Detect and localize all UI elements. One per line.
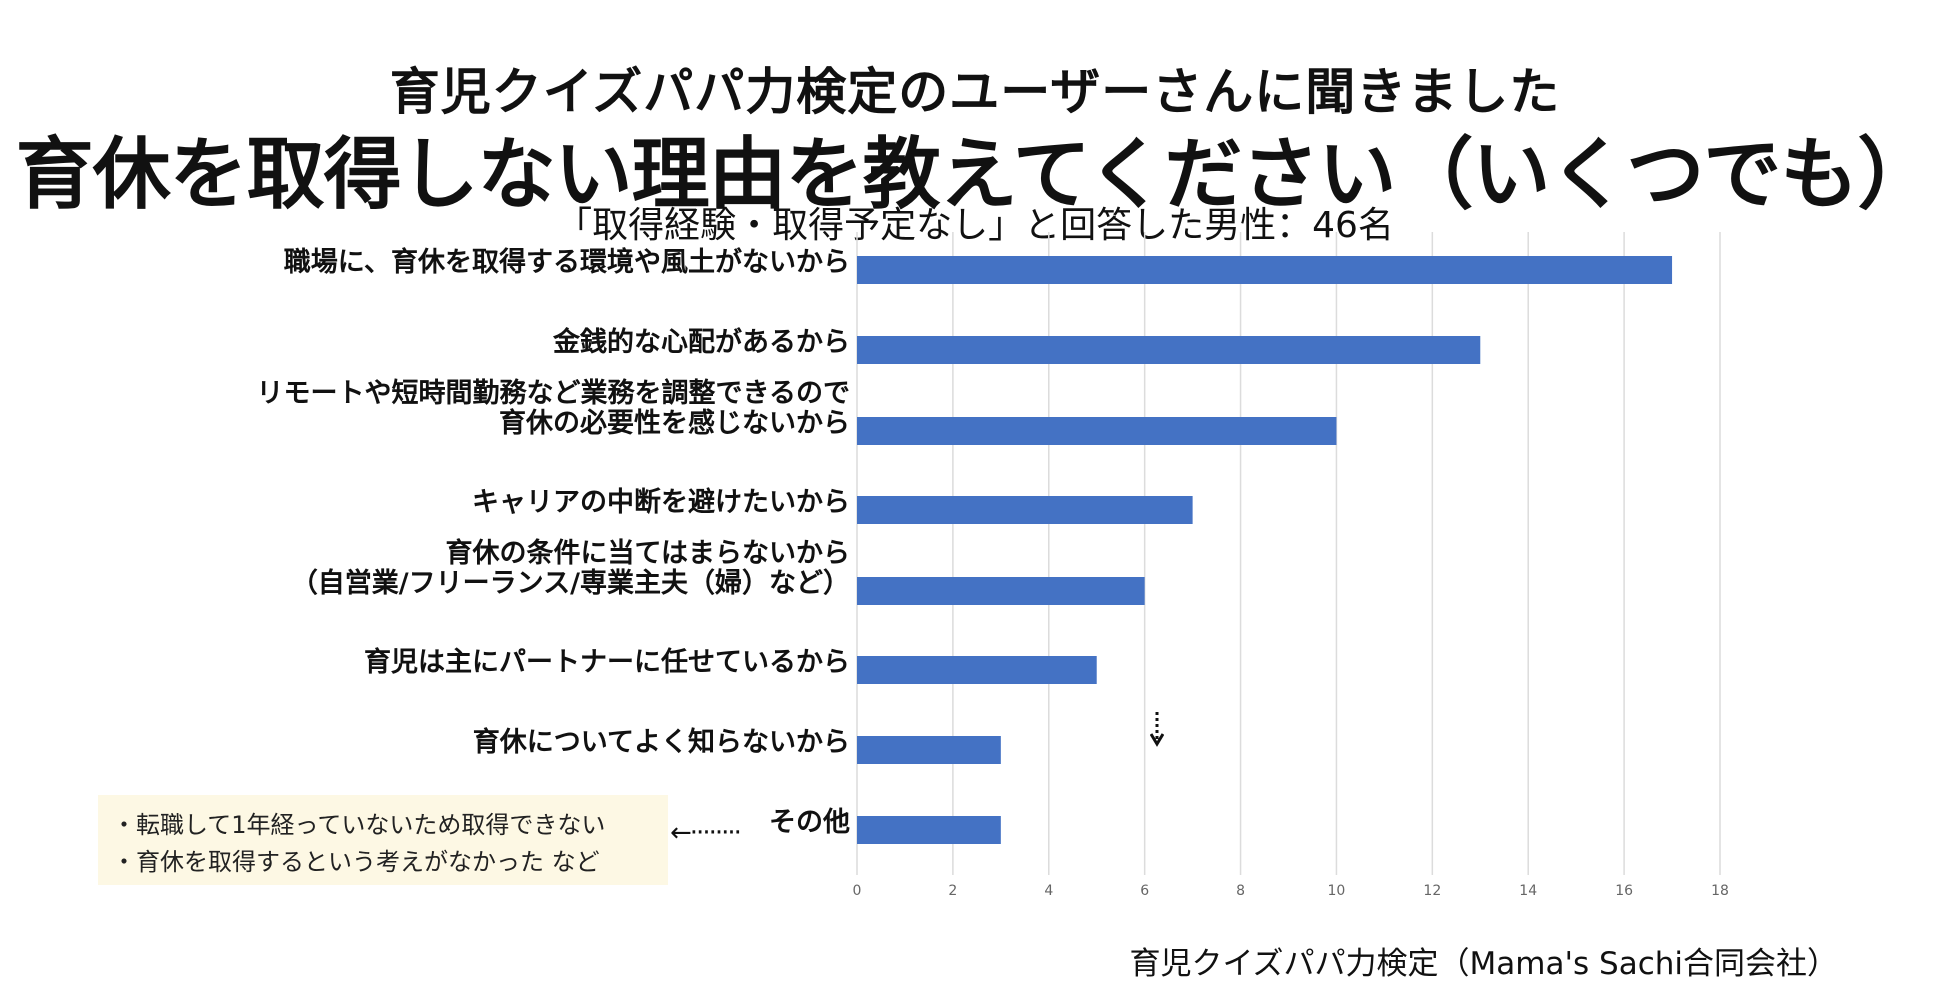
- category-label: リモートや短時間勤務など業務を調整できるので 育休の必要性を感じないから: [257, 379, 850, 439]
- x-tick-label: 4: [1044, 883, 1053, 899]
- category-label-line: 職場に、育休を取得する環境や風土がないから: [283, 247, 850, 278]
- x-tick-label: 16: [1615, 883, 1633, 899]
- x-tick-label: 18: [1711, 883, 1729, 899]
- x-tick-label: 12: [1423, 883, 1441, 899]
- chart-subtitle: 「取得経験・取得予定なし」と回答した男性：46名: [556, 205, 1394, 246]
- category-label-line: 金銭的な心配があるから: [553, 327, 850, 358]
- bar: [857, 417, 1337, 445]
- bar: [857, 256, 1673, 284]
- x-tick-label: 6: [1140, 883, 1149, 899]
- chart-supertitle: 育児クイズパパ力検定のユーザーさんに聞きました: [389, 63, 1561, 121]
- dotted-arrow-down-icon: [1150, 712, 1164, 747]
- category-label-line: （自営業/フリーランス/専業主夫（婦）など）: [290, 568, 850, 599]
- category-label: 金銭的な心配があるから: [553, 328, 850, 358]
- category-label-line: 育休についてよく知らないから: [472, 727, 850, 758]
- x-tick-label: 8: [1236, 883, 1245, 899]
- category-label: 職場に、育休を取得する環境や風土がないから: [284, 248, 850, 278]
- chart-title: 育休を取得しない理由を教えてください（いくつでも）: [15, 130, 1936, 220]
- category-label-line: 育休の条件に当てはまらないから: [445, 538, 850, 569]
- category-label: 育休についてよく知らないから: [473, 728, 850, 758]
- bar: [857, 336, 1481, 364]
- source-credit: 育児クイズパパ力検定（Mama's Sachi合同会社）: [1129, 946, 1838, 982]
- category-label: その他: [769, 808, 850, 838]
- bar: [857, 736, 1001, 764]
- category-label: 育休の条件に当てはまらないから （自営業/フリーランス/専業主夫（婦）など）: [291, 539, 850, 599]
- bar: [857, 496, 1193, 524]
- x-tick-label: 10: [1328, 883, 1346, 899]
- bar: [857, 816, 1001, 844]
- bar: [857, 577, 1145, 605]
- x-tick-label: 0: [853, 883, 862, 899]
- category-label-line: キャリアの中断を避けたいから: [472, 487, 850, 518]
- category-label-line: 育休の必要性を感じないから: [499, 408, 850, 439]
- dotted-arrow-left-icon: ←········: [670, 818, 742, 848]
- x-tick-label: 14: [1519, 883, 1537, 899]
- category-label-line: その他: [769, 807, 850, 838]
- x-tick-label: 2: [948, 883, 957, 899]
- category-label-line: 育児は主にパートナーに任せているから: [364, 647, 850, 678]
- category-label: 育児は主にパートナーに任せているから: [364, 648, 850, 678]
- bar: [857, 656, 1097, 684]
- category-label: キャリアの中断を避けたいから: [472, 488, 850, 518]
- category-label-line: リモートや短時間勤務など業務を調整できるので: [256, 378, 850, 409]
- note-line-2: ・育休を取得するという考えがなかった など: [112, 848, 600, 876]
- note-line-1: ・転職して1年経っていないため取得できない: [112, 811, 606, 839]
- other-reasons-note: ・転職して1年経っていないため取得できない ・育休を取得するという考えがなかった…: [98, 795, 668, 885]
